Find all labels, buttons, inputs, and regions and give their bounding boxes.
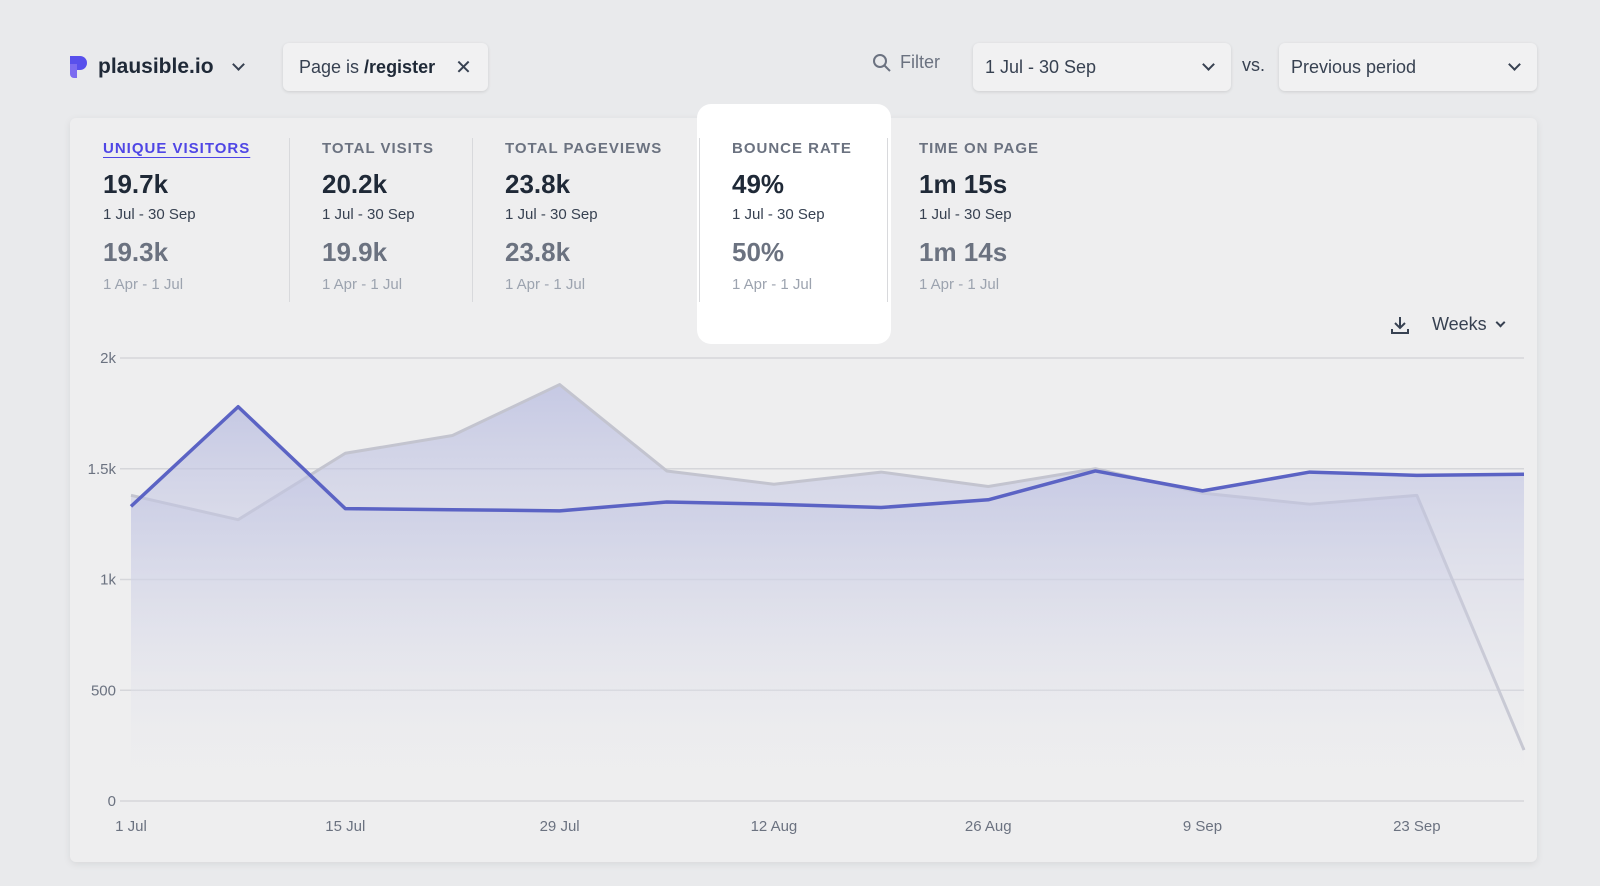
x-tick-label: 26 Aug [965,818,1012,835]
metric-value: 1m 15s [919,169,1008,199]
y-tick-label: 1k [100,572,116,589]
filter-label: Filter [900,52,940,72]
metric-label: UNIQUE VISITORS [103,140,251,157]
site-name: plausible.io [98,55,214,78]
metric-previous-value: 23.8k [505,237,571,267]
metric-previous-period: 1 Apr - 1 Jul [103,276,184,293]
divider [289,138,290,302]
interval-select[interactable]: Weeks [1432,314,1510,335]
metric-previous-period: 1 Apr - 1 Jul [919,276,1000,293]
y-tick-label: 1.5k [88,461,117,478]
x-tick-label: 12 Aug [751,818,798,835]
metric-total-pageviews[interactable]: TOTAL PAGEVIEWS 23.8k 1 Jul - 30 Sep 23.… [505,140,662,293]
current-period-line [129,404,1525,513]
comparison-value: Previous period [1291,56,1417,77]
metric-total-visits[interactable]: TOTAL VISITS 20.2k 1 Jul - 30 Sep 19.9k … [322,140,434,293]
metric-bounce-rate[interactable]: BOUNCE RATE 49% 1 Jul - 30 Sep 50% 1 Apr… [732,140,852,293]
metric-time-on-page[interactable]: TIME ON PAGE 1m 15s 1 Jul - 30 Sep 1m 14… [919,140,1039,293]
metric-previous-value: 1m 14s [919,237,1008,267]
divider [699,138,700,302]
remove-filter-close-icon[interactable]: ✕ [455,56,472,79]
date-range-value: 1 Jul - 30 Sep [985,56,1097,77]
interval-value: Weeks [1432,314,1487,334]
active-filter-pill[interactable]: Page is /register ✕ [283,43,488,91]
x-tick-label: 29 Jul [540,818,580,835]
y-tick-label: 500 [91,682,116,699]
divider [472,138,473,302]
metric-previous-period: 1 Apr - 1 Jul [505,276,586,293]
metric-unique-visitors[interactable]: UNIQUE VISITORS 19.7k 1 Jul - 30 Sep 19.… [103,140,250,293]
metric-previous-value: 19.3k [103,237,169,267]
y-tick-label: 0 [108,793,116,810]
metric-label: BOUNCE RATE [732,140,852,157]
metric-period: 1 Jul - 30 Sep [919,206,1012,223]
y-tick-label: 2k [100,350,116,367]
metric-value: 49% [732,169,785,199]
metric-value: 23.8k [505,169,571,199]
metric-previous-period: 1 Apr - 1 Jul [322,276,403,293]
hovered-metric-highlight [697,104,891,344]
vs-label: vs. [1242,55,1266,75]
metric-value: 20.2k [322,169,388,199]
date-range-select[interactable]: 1 Jul - 30 Sep [973,43,1231,91]
site-switcher[interactable]: plausible.io [70,50,249,84]
metric-value: 19.7k [103,169,169,199]
metric-period: 1 Jul - 30 Sep [732,206,825,223]
x-tick-label: 15 Jul [325,818,365,835]
download-icon[interactable] [1389,314,1411,336]
comparison-select[interactable]: Previous period [1279,43,1537,91]
metric-previous-value: 19.9k [322,237,388,267]
metric-previous-period: 1 Apr - 1 Jul [732,276,813,293]
filter-button[interactable]: Filter [872,52,940,73]
metric-label: TOTAL PAGEVIEWS [505,140,663,157]
metric-period: 1 Jul - 30 Sep [322,206,415,223]
search-icon [873,53,891,72]
divider [887,138,888,302]
metric-label: TIME ON PAGE [919,140,1040,157]
filter-text: Page is /register [299,56,436,77]
metric-period: 1 Jul - 30 Sep [505,206,598,223]
x-tick-label: 9 Sep [1183,818,1222,835]
series-area [131,406,1524,801]
x-tick-label: 23 Sep [1393,818,1441,835]
metric-previous-value: 50% [732,237,785,267]
x-tick-label: 1 Jul [115,818,147,835]
metric-period: 1 Jul - 30 Sep [103,206,196,223]
plausible-logo-icon [70,56,88,78]
metric-label: TOTAL VISITS [322,140,435,157]
